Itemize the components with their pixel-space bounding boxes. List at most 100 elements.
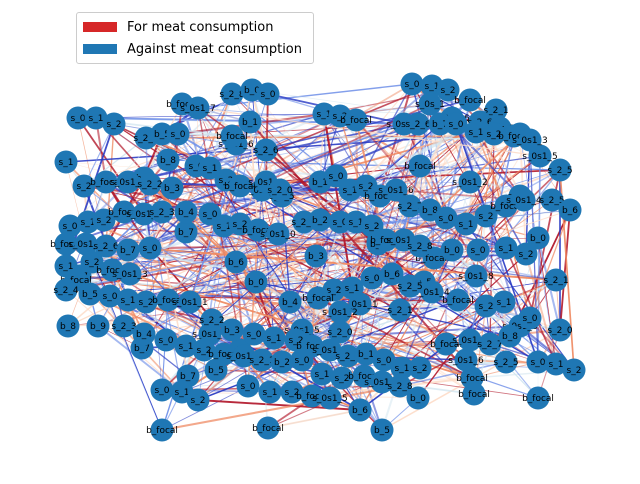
node-label: s_0s1_5 [386, 120, 422, 130]
node-label: s_2_5 [397, 282, 422, 292]
node-label: s_0 [377, 356, 392, 366]
graph-node: s_1 [390, 356, 414, 380]
node-label: b_0 [248, 278, 264, 288]
node-circle [318, 338, 342, 362]
node-label: s_2_8 [219, 90, 244, 100]
node-label: s_2_8 [387, 382, 412, 392]
node-label: s_1 [349, 218, 364, 228]
node-circle [246, 218, 270, 242]
graph-node: s_2 [482, 122, 506, 146]
node-label: s_2_1 [387, 306, 412, 316]
graph-node: b_2 [270, 350, 294, 374]
graph-node: s_1 [492, 290, 516, 314]
node-circle [256, 82, 280, 106]
node-label: s_0s1_5 [522, 152, 558, 162]
legend-label-against: Against meat consumption [127, 41, 302, 57]
graph-node: s_0s1_2 [452, 170, 488, 194]
node-label: s_2_1 [291, 218, 316, 228]
node-circle [290, 348, 314, 372]
node-circle [330, 366, 354, 390]
node-label: s_2 [107, 120, 122, 130]
graph-node: s_2 [192, 338, 216, 362]
node-circle [446, 288, 470, 312]
graph-node: s_2 [474, 204, 498, 228]
graph-node: s_0 [360, 266, 384, 290]
node-circle [344, 108, 368, 132]
graph-node: s_0 [526, 350, 550, 374]
graph-node: s_0 [236, 374, 260, 398]
graph-node: s_2_8 [219, 82, 245, 106]
node-label: s_1 [345, 284, 360, 294]
graph-node: s_0s1_5 [68, 232, 104, 256]
node-circle [94, 170, 118, 194]
node-label: s_1 [203, 164, 218, 174]
graph-node: b_2 [308, 208, 332, 232]
node-label: b_8 [502, 332, 518, 342]
graph-node: s_0 [290, 348, 314, 372]
graph-node: s_1 [174, 334, 198, 358]
graph-node: b_8 [156, 148, 180, 172]
graph-node: b_7 [174, 220, 198, 244]
graph-node: b_4 [174, 200, 198, 224]
node-label: b_0 [244, 86, 260, 96]
graph-edge [185, 231, 557, 281]
graph-edge [127, 175, 337, 251]
node-circle [464, 120, 488, 144]
graph-node: b_focal [152, 288, 184, 312]
node-label: s_2_6 [253, 146, 278, 156]
node-label: s_0s1_8 [312, 346, 348, 356]
node-circle [548, 318, 572, 342]
graph-node: s_1 [84, 106, 108, 130]
node-label: b_6 [562, 206, 578, 216]
node-circle [66, 106, 90, 130]
node-label: s_2_3 [149, 208, 174, 218]
graph-node: s_2_7 [477, 332, 503, 356]
node-circle [154, 328, 178, 352]
node-label: s_0s1_3 [512, 136, 548, 146]
graph-node: s_1 [258, 380, 282, 404]
node-circle [228, 174, 252, 198]
node-label: b_focal [242, 226, 274, 236]
graph-node: s_2_0 [335, 344, 361, 368]
node-label: b_2 [312, 216, 328, 226]
node-circle [526, 386, 550, 410]
node-label: b_4 [178, 208, 194, 218]
node-circle [360, 266, 384, 290]
node-circle [352, 364, 376, 388]
graph-node: s_0s1_6 [448, 348, 484, 372]
node-circle [134, 290, 158, 314]
node-label: b_3 [308, 252, 324, 262]
node-label: s_0 [155, 386, 170, 396]
node-label: s_0s1_1 [110, 178, 146, 188]
node-circle [526, 350, 550, 374]
node-circle [518, 306, 542, 330]
graph-node: s_0 [400, 72, 424, 96]
node-circle [544, 352, 568, 376]
node-label: s_2_5 [547, 166, 572, 176]
graph-node: b_focal [146, 418, 178, 442]
node-label: s_2 [97, 216, 112, 226]
node-circle [220, 82, 244, 106]
node-circle [400, 72, 424, 96]
node-label: s_0s1_2 [192, 330, 228, 340]
graph-edge [109, 231, 187, 297]
node-label: b_focal [146, 426, 178, 436]
node-label: b_focal [296, 342, 328, 352]
node-label: s_0 [203, 210, 218, 220]
node-label: s_0s1_7 [180, 104, 216, 114]
node-circle [116, 288, 140, 312]
node-circle [304, 244, 328, 268]
node-label: b_focal [442, 296, 474, 306]
graph-node: s_0s1_0 [260, 222, 296, 246]
node-label: s_2 [519, 250, 534, 260]
node-label: s_0 [63, 222, 78, 232]
node-circle [444, 112, 468, 136]
graph-node: s_0s1_8 [312, 338, 348, 362]
graph-node: s_2 [80, 250, 104, 274]
graph-node: s_2 [436, 78, 460, 102]
graph-edge [197, 107, 357, 223]
node-circle [242, 322, 266, 346]
node-label: b_8 [160, 156, 176, 166]
graph-node: b_0 [526, 226, 550, 250]
node-label: s_2 [289, 336, 304, 346]
